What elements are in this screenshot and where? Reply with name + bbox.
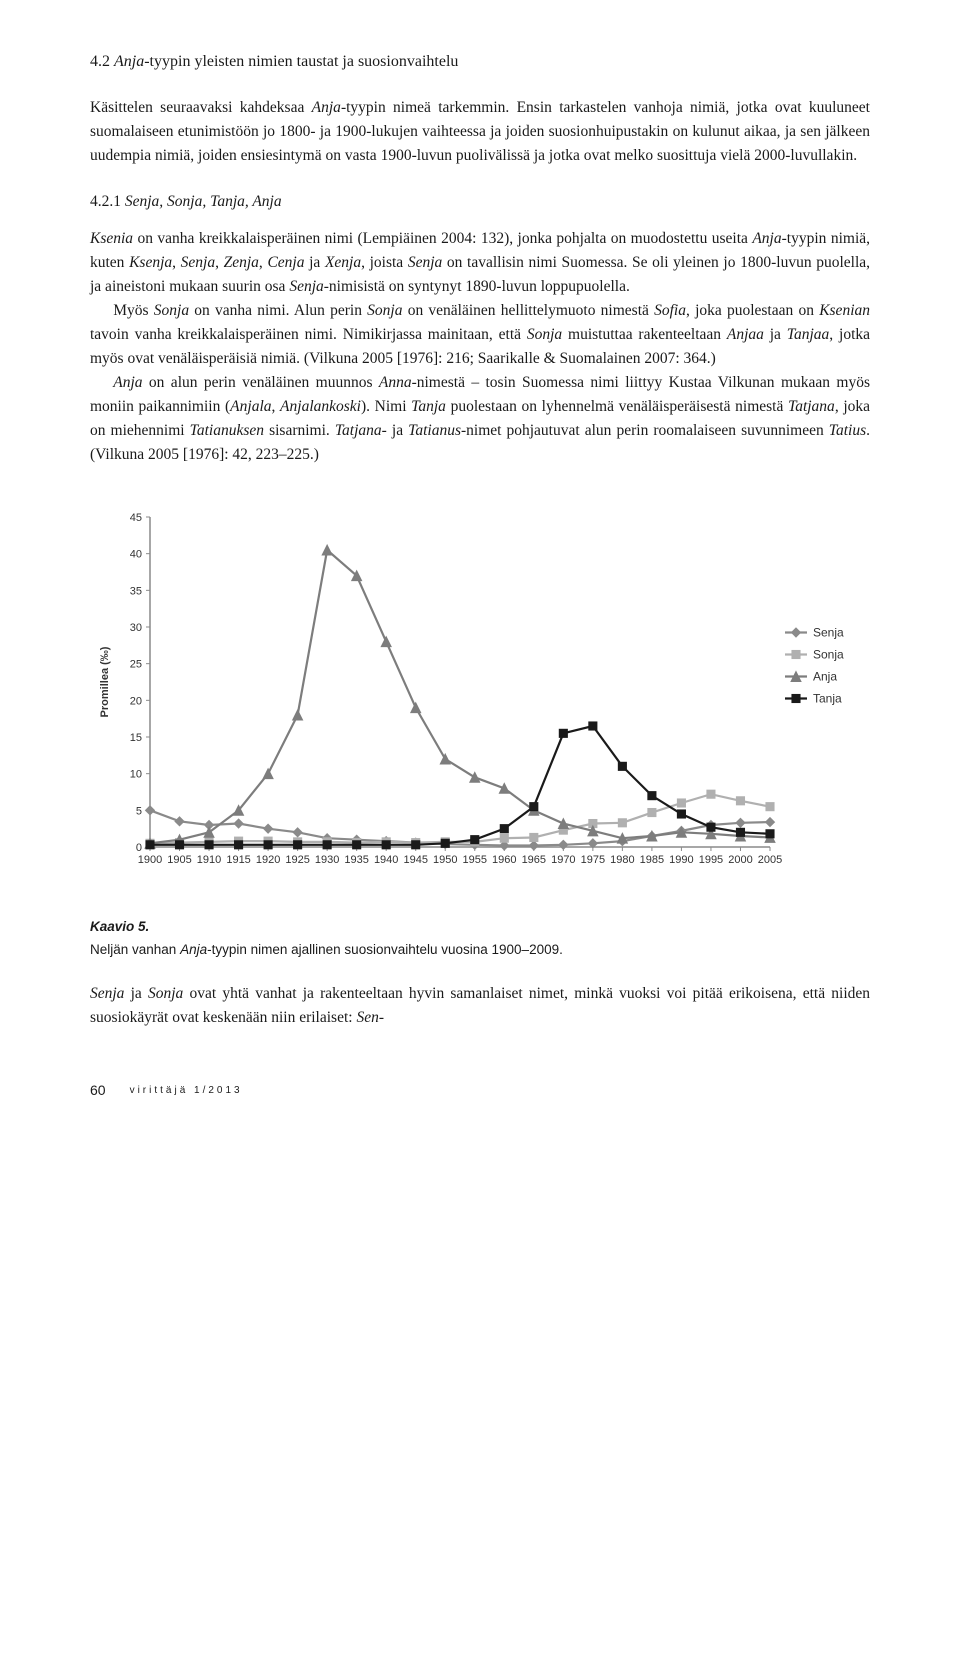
section-heading: 4.2 Anja-tyypin yleisten nimien taustat …	[90, 50, 870, 74]
subsection-title: Senja, Sonja, Tanja, Anja	[125, 193, 282, 210]
page-footer: 60 virittäjä 1/2013	[90, 1080, 870, 1101]
svg-text:2005: 2005	[758, 854, 782, 866]
svg-text:1980: 1980	[610, 854, 634, 866]
svg-text:40: 40	[130, 549, 142, 561]
svg-text:1940: 1940	[374, 854, 398, 866]
svg-text:1920: 1920	[256, 854, 280, 866]
svg-text:1915: 1915	[226, 854, 250, 866]
svg-text:Sonja: Sonja	[813, 648, 844, 662]
chart-container: 0 5 10 15 20 25 30 35 40 45 1900 1905 1910 1915 1920 19…	[90, 507, 870, 887]
svg-text:Promillea (‰): Promillea (‰)	[99, 647, 111, 718]
svg-text:Senja: Senja	[813, 626, 844, 640]
svg-text:1955: 1955	[463, 854, 487, 866]
svg-text:1905: 1905	[167, 854, 191, 866]
svg-text:1945: 1945	[403, 854, 427, 866]
svg-text:0: 0	[136, 842, 142, 854]
svg-text:Anja: Anja	[813, 670, 837, 684]
svg-text:1995: 1995	[699, 854, 723, 866]
svg-text:30: 30	[130, 622, 142, 634]
caption-text: Neljän vanhan Anja-tyypin nimen ajalline…	[90, 940, 870, 960]
line-chart: 0 5 10 15 20 25 30 35 40 45 1900 1905 1910 1915 1920 19…	[90, 507, 870, 887]
section-number: 4.2	[90, 53, 110, 70]
intro-paragraph: Käsittelen seuraavaksi kahdeksaa Anja-ty…	[90, 96, 870, 168]
body-paragraph-1: Ksenia on vanha kreikkalaisperäinen nimi…	[90, 227, 870, 299]
svg-text:35: 35	[130, 586, 142, 598]
svg-text:15: 15	[130, 732, 142, 744]
svg-text:45: 45	[130, 512, 142, 524]
svg-text:Tanja: Tanja	[813, 692, 842, 706]
svg-text:2000: 2000	[728, 854, 752, 866]
section-title-italic: Anja	[114, 53, 144, 70]
body-paragraph-2: Myös Sonja on vanha nimi. Alun perin Son…	[90, 299, 870, 371]
caption-title: Kaavio 5.	[90, 917, 870, 937]
section-title-rest: -tyypin yleisten nimien taustat ja suosi…	[144, 53, 458, 70]
subsection-number: 4.2.1	[90, 193, 121, 210]
svg-text:1965: 1965	[522, 854, 546, 866]
svg-text:10: 10	[130, 769, 142, 781]
page-number: 60	[90, 1080, 106, 1101]
svg-text:20: 20	[130, 696, 142, 708]
svg-text:1985: 1985	[640, 854, 664, 866]
subsection-heading: 4.2.1 Senja, Sonja, Tanja, Anja	[90, 190, 870, 213]
svg-text:1975: 1975	[581, 854, 605, 866]
svg-text:1960: 1960	[492, 854, 516, 866]
svg-text:1950: 1950	[433, 854, 457, 866]
chart-caption: Kaavio 5. Neljän vanhan Anja-tyypin nime…	[90, 917, 870, 960]
svg-text:1930: 1930	[315, 854, 339, 866]
svg-text:1990: 1990	[669, 854, 693, 866]
svg-text:1935: 1935	[344, 854, 368, 866]
svg-text:5: 5	[136, 806, 142, 818]
svg-text:25: 25	[130, 659, 142, 671]
svg-text:1900: 1900	[138, 854, 162, 866]
closing-paragraph: Senja ja Sonja ovat yhtä vanhat ja raken…	[90, 982, 870, 1030]
svg-text:1970: 1970	[551, 854, 575, 866]
svg-text:1910: 1910	[197, 854, 221, 866]
svg-text:1925: 1925	[285, 854, 309, 866]
body-paragraph-3: Anja on alun perin venäläinen muunnos An…	[90, 371, 870, 467]
journal-info: virittäjä 1/2013	[130, 1083, 243, 1098]
